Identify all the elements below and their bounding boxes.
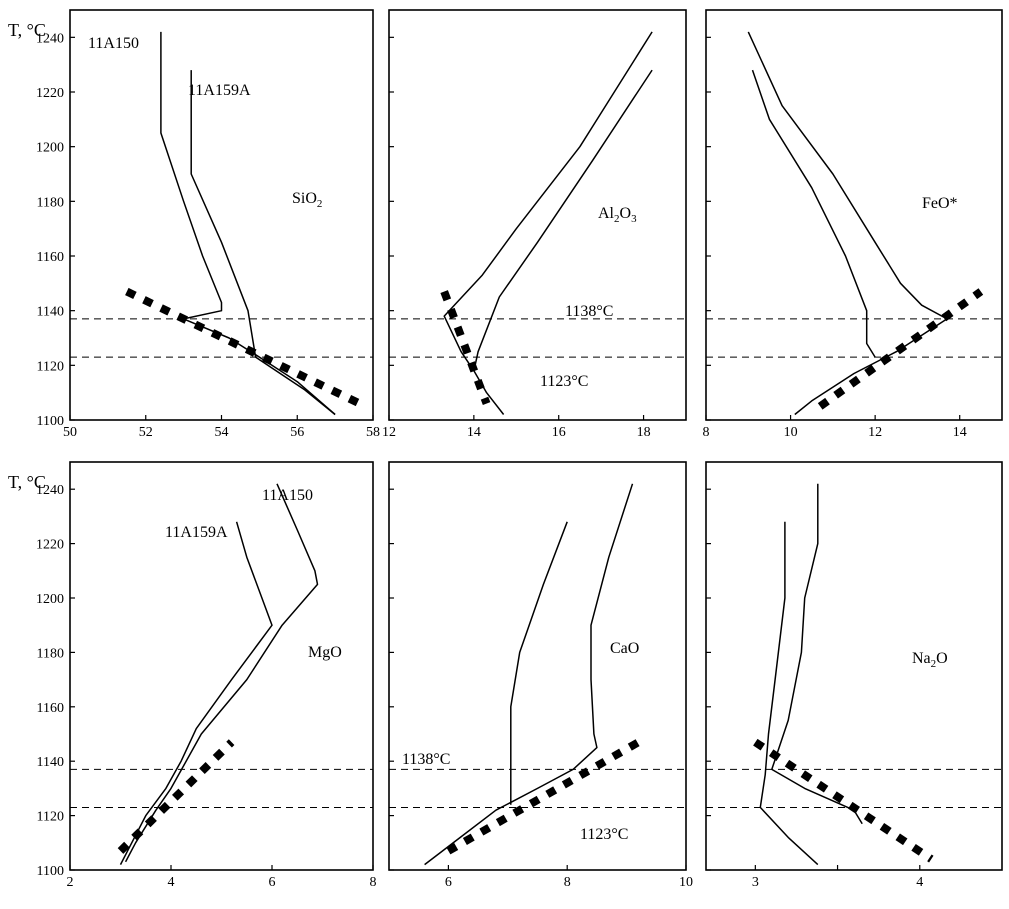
- t-axis-label-top: T, °C: [8, 20, 46, 40]
- oxide-label: MgO: [308, 644, 342, 661]
- chart-panel-sio2: 1100 1120 1140 1160 1180 1200 1220 1240 50 52 54 56…: [36, 9, 380, 440]
- series-line-11a150: [160, 31, 336, 416]
- series-line-11a159a: [751, 69, 876, 358]
- t-axis-label-bottom: T, °C: [8, 472, 46, 492]
- x-tick-label: 54: [215, 425, 229, 440]
- y-tick-label: 1220: [36, 86, 64, 101]
- series-line-11a159a: [510, 521, 568, 805]
- panel-frame: [69, 461, 374, 871]
- x-tick-label: 58: [366, 425, 380, 440]
- series-label-1: 11A150: [88, 35, 139, 52]
- chart-panel-feo: 8 10 12 14 FeO*: [703, 9, 1003, 440]
- x-tick-label: 10: [679, 875, 693, 890]
- series-line-11a159a: [190, 70, 336, 416]
- y-tick-label: 1200: [36, 592, 64, 607]
- y-tick-label: 1180: [37, 195, 64, 210]
- x-tick-label: 14: [467, 425, 481, 440]
- x-tick-label: 4: [916, 875, 923, 890]
- y-tick-label: 1200: [36, 141, 64, 156]
- y-tick-label: 1220: [36, 538, 64, 553]
- y-tick-label: 1120: [37, 359, 64, 374]
- x-tick-label: 52: [139, 425, 153, 440]
- y-tick-label: 1180: [37, 646, 64, 661]
- x-tick-label: 50: [63, 425, 77, 440]
- x-tick-label: 3: [752, 875, 759, 890]
- reference-label-2: 1123°C: [540, 373, 588, 390]
- trend-line: [753, 738, 934, 863]
- y-tick-label: 1120: [37, 810, 64, 825]
- panel-frame: [705, 9, 1003, 421]
- x-tick-label: 10: [784, 425, 798, 440]
- chart-panel-al2o3: 12 14 16 18 1138°C 1123°C Al2O3: [382, 9, 687, 440]
- x-tick-label: 2: [67, 875, 74, 890]
- panel-frame: [69, 9, 374, 421]
- x-tick-label: 6: [269, 875, 276, 890]
- x-tick-label: 8: [564, 875, 571, 890]
- y-tick-label: 1100: [37, 864, 64, 879]
- oxide-label: CaO: [610, 640, 639, 657]
- trend-line: [440, 290, 491, 406]
- x-tick-label: 12: [382, 425, 396, 440]
- y-tick-label: 1160: [37, 250, 64, 265]
- trend-line: [125, 287, 368, 410]
- x-tick-label: 4: [168, 875, 175, 890]
- chart-panel-cao: 6 8 10 1138°C 1123°C CaO: [388, 461, 693, 890]
- chart-panel-mgo: 1100 1120 1140 1160 1180 1200 1220 1240 2 4 6 8 11A1…: [36, 461, 377, 890]
- reference-label-1: 1138°C: [402, 751, 450, 768]
- y-tick-label: 1140: [37, 755, 64, 770]
- panel-frame: [388, 9, 687, 421]
- series-line-11a150: [747, 31, 948, 416]
- x-tick-label: 18: [637, 425, 651, 440]
- x-tick-label: 8: [370, 875, 377, 890]
- y-tick-label: 1240: [36, 31, 64, 46]
- series-line-11a150: [771, 483, 863, 825]
- y-tick-label: 1240: [36, 483, 64, 498]
- y-tick-label: 1140: [37, 305, 64, 320]
- trend-line: [117, 739, 235, 854]
- chart-panel-na2o: 3 4 Na2O: [705, 461, 1003, 890]
- reference-label-1: 1138°C: [565, 303, 613, 320]
- x-tick-label: 16: [552, 425, 566, 440]
- series-label-1: 11A150: [262, 487, 313, 504]
- panel-frame: [705, 461, 1003, 871]
- x-tick-label: 14: [953, 425, 967, 440]
- oxide-label: Al2O3: [598, 205, 637, 225]
- series-line-11a159a: [473, 69, 653, 371]
- trend-line: [817, 288, 984, 410]
- series-line-11a159a: [759, 521, 819, 866]
- panel-frame: [388, 461, 687, 871]
- x-tick-label: 56: [290, 425, 304, 440]
- oxide-label: Na2O: [912, 650, 948, 670]
- series-label-2: 11A159A: [165, 524, 228, 541]
- series-line-11a150: [424, 483, 634, 866]
- reference-label-2: 1123°C: [580, 826, 628, 843]
- x-tick-label: 12: [868, 425, 882, 440]
- y-tick-label: 1100: [37, 414, 64, 429]
- oxide-label: SiO2: [292, 190, 322, 210]
- oxide-label: FeO*: [922, 195, 958, 212]
- x-tick-label: 8: [703, 425, 710, 440]
- series-label-2: 11A159A: [188, 82, 251, 99]
- y-tick-label: 1160: [37, 701, 64, 716]
- series-line-11a159a: [119, 521, 273, 865]
- x-tick-label: 6: [445, 875, 452, 890]
